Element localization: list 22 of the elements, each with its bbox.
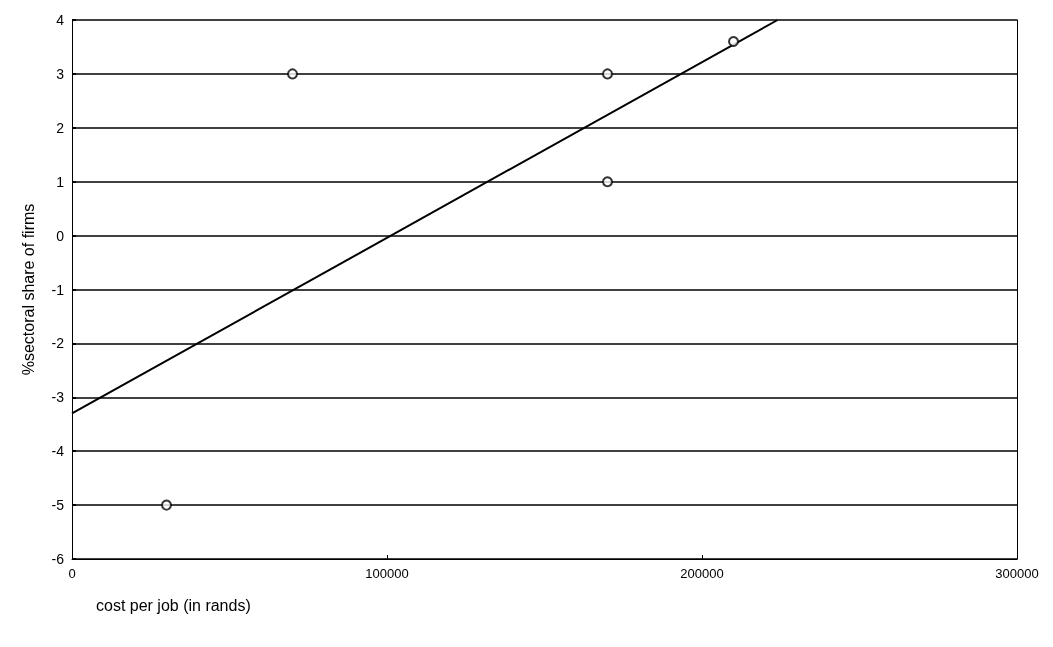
point (602, 68, 613, 80)
y-tick-label: 1 (56, 173, 65, 190)
x-tick-label: 100000 (365, 566, 409, 581)
y-axis-title: %sectoral share of firms (19, 203, 37, 376)
x-tick-label: 0 (68, 566, 76, 581)
y-tick-label: -3 (51, 389, 65, 406)
point (287, 68, 298, 80)
point (161, 499, 172, 511)
point (728, 36, 739, 48)
y-tick-label: 2 (56, 119, 65, 136)
x-tick-label: 200000 (680, 566, 724, 581)
y-tick-label: -4 (51, 443, 65, 460)
x-axis-title: cost per job (in rands) (96, 596, 251, 614)
y-tick-label: -2 (51, 335, 65, 352)
point (602, 176, 613, 188)
x-tick-label: 300000 (995, 566, 1039, 581)
y-tick-label: 3 (56, 65, 65, 82)
y-tick-label: 4 (56, 12, 65, 28)
y-tick-label: -5 (51, 497, 65, 514)
y-tick-label: -1 (51, 281, 65, 298)
y-tick-label: -6 (51, 551, 65, 567)
y-tick-label: 0 (56, 227, 65, 244)
